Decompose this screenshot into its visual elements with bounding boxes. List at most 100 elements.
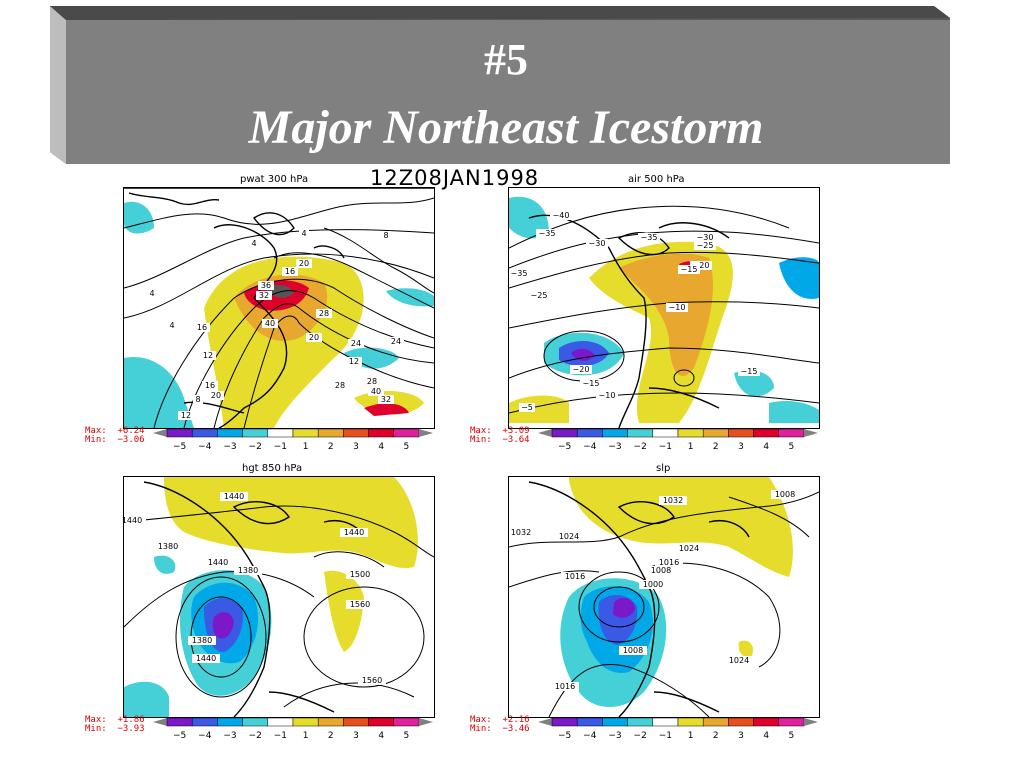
contour-label-bg xyxy=(771,490,799,499)
colorbar-arrow-left xyxy=(153,718,167,726)
contour-label-bg xyxy=(388,337,404,346)
contour-label: 1440 xyxy=(196,654,216,663)
colorbar-scale: −5 −4 −3 −2 −1 1 2 3 4 5 xyxy=(153,717,433,741)
contour-label-bg xyxy=(262,319,278,328)
contour-label-bg xyxy=(220,492,248,501)
contour-label: 1024 xyxy=(679,544,699,553)
colorbar-swatch xyxy=(677,428,704,438)
colorbar-label: 3 xyxy=(738,442,744,452)
colorbar-label: −2 xyxy=(249,442,262,452)
contour-label-bg xyxy=(256,291,272,300)
colorbar-swatch xyxy=(317,717,344,727)
contour-label: 20 xyxy=(211,391,221,400)
colorbar-swatch xyxy=(343,428,369,438)
contour-label: 20 xyxy=(309,333,319,342)
contour-label: −35 xyxy=(511,269,528,278)
colorbar-swatch xyxy=(728,428,754,438)
contour-label: −25 xyxy=(697,241,714,250)
contour-label-bg xyxy=(586,239,608,248)
colorbar-label: −4 xyxy=(198,731,212,741)
colorbar-arrow-right xyxy=(419,718,433,726)
map-panel-hgt: 1440 1440 1380 1440 1380 1440 1500 1560 1380 1440… xyxy=(123,476,435,718)
contour-label: 1008 xyxy=(651,566,671,575)
colorbar-swatch xyxy=(702,717,729,727)
contour-label: 36 xyxy=(261,281,271,290)
contour-label-bg xyxy=(154,542,182,551)
contour-label-bg xyxy=(655,558,683,567)
contour-label: 24 xyxy=(391,337,401,346)
title-banner xyxy=(50,6,950,164)
contour-label-bg xyxy=(738,367,760,376)
colorbar-swatch xyxy=(627,717,654,727)
colorbar-swatch xyxy=(242,717,269,727)
contour-label: 16 xyxy=(197,323,207,332)
contour-label-bg xyxy=(639,580,667,589)
max-value: Max: +6.24 Min: −3.06 xyxy=(85,426,145,445)
contour-label: 1380 xyxy=(192,636,212,645)
contour-label-bg xyxy=(550,211,572,220)
timestamp: 12Z08JAN1998 xyxy=(370,166,540,190)
colorbar-label: −3 xyxy=(223,442,236,452)
contour-label-bg xyxy=(694,241,716,250)
hgt-map: 1440 1440 1380 1440 1380 1440 1500 1560 1380 1440… xyxy=(124,477,434,717)
banner-bevel xyxy=(50,6,950,164)
colorbar-arrow-right xyxy=(419,429,433,437)
colorbar-swatch xyxy=(576,717,603,727)
colorbar-arrow-right xyxy=(804,429,818,437)
contour-label: 1440 xyxy=(344,528,364,537)
contour-label: 16 xyxy=(205,381,215,390)
contour-label: 1380 xyxy=(238,566,258,575)
contour-label: 1380 xyxy=(158,542,178,551)
contour-label-bg xyxy=(234,566,262,575)
max-value: Max: +3.09 Min: −3.64 xyxy=(470,426,530,445)
colorbar-label: −5 xyxy=(173,442,186,452)
colorbar-swatch xyxy=(677,717,704,727)
contour-label-bg xyxy=(570,365,592,374)
colorbar-label: 2 xyxy=(713,731,719,741)
contour-label: −10 xyxy=(669,303,686,312)
contour-label-bg xyxy=(124,516,146,525)
colorbar-arrow-left xyxy=(153,429,167,437)
colorbar-label: 2 xyxy=(328,731,334,741)
contour-label: 1560 xyxy=(362,676,382,685)
colorbar-label: −4 xyxy=(198,442,212,452)
panel-title: hgt 850 hPa xyxy=(242,463,303,474)
contour-label: 28 xyxy=(335,381,345,390)
contour-label-bg xyxy=(551,682,579,691)
colorbar-label: 3 xyxy=(738,731,744,741)
colorbar-label: 5 xyxy=(789,731,795,741)
contour-label: 12 xyxy=(349,357,359,366)
contour-label-bg xyxy=(509,528,535,537)
max-value: Max: +2.16 Min: −3.46 xyxy=(470,715,530,734)
contour-label-bg xyxy=(555,532,583,541)
contour-label-bg xyxy=(528,291,550,300)
contour-label-bg xyxy=(378,395,394,404)
contour-label: 1008 xyxy=(623,646,643,655)
contour-label-bg xyxy=(299,229,309,238)
contour-label-bg xyxy=(580,379,602,388)
contour-label-bg xyxy=(192,654,220,663)
contour-label-bg xyxy=(178,411,194,420)
contour-label: 20 xyxy=(299,259,309,268)
contour-label-bg xyxy=(638,233,660,242)
panel-title: pwat 300 hPa xyxy=(240,174,309,185)
contour-label-bg xyxy=(202,381,218,390)
contour-label-bg xyxy=(364,377,380,386)
contour-label: −20 xyxy=(693,261,710,270)
colorbar-label: 1 xyxy=(688,442,694,452)
contour-label: 1032 xyxy=(511,528,531,537)
colorbar-swatch xyxy=(393,717,420,727)
contour-labels: −40−35−30−35−30−25−20−15−30−25−10−15−20−… xyxy=(509,211,760,412)
contour-label-bg xyxy=(306,333,322,342)
contour-label: 4 xyxy=(251,239,256,248)
contour-label-bg xyxy=(316,309,332,318)
colorbar-swatch xyxy=(166,428,193,438)
colorbar-swatch xyxy=(292,428,319,438)
colorbar-swatch xyxy=(702,428,729,438)
colorbar-label: 4 xyxy=(378,731,384,741)
contour-label-bg xyxy=(346,357,362,366)
contour-label-bg xyxy=(204,558,232,567)
colorbar-label: 3 xyxy=(353,731,359,741)
colorbar-label: −3 xyxy=(223,731,236,741)
